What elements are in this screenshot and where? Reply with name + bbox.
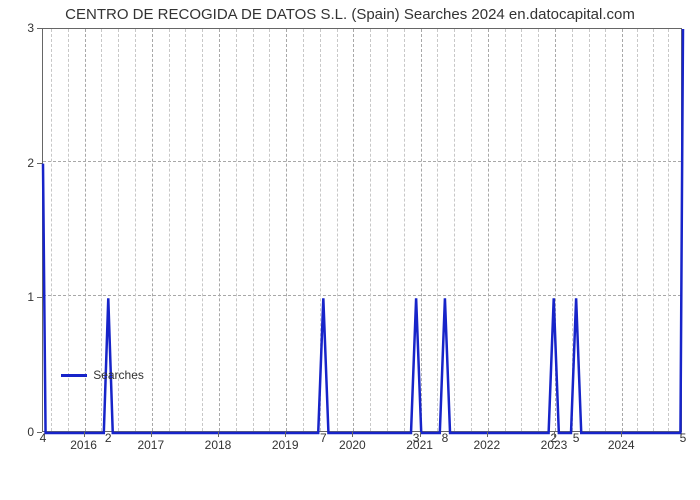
y-axis: 0123	[0, 28, 42, 432]
x-tick-label: 2024	[608, 438, 635, 452]
x-tick-label: 2019	[272, 438, 299, 452]
x-tick-label: 2022	[473, 438, 500, 452]
y-tick-label: 1	[27, 290, 34, 304]
chart-title: CENTRO DE RECOGIDA DE DATOS S.L. (Spain)…	[0, 6, 700, 23]
x-tick-label: 2021	[406, 438, 433, 452]
legend-label: Searches	[93, 368, 144, 382]
y-tick-label: 2	[27, 156, 34, 170]
x-tick-label: 2017	[137, 438, 164, 452]
x-tick-label: 2023	[541, 438, 568, 452]
x-tick-label: 2016	[70, 438, 97, 452]
x-tick-label: 2020	[339, 438, 366, 452]
legend: Searches	[61, 368, 144, 382]
y-tick-label: 0	[27, 425, 34, 439]
chart-container: CENTRO DE RECOGIDA DE DATOS S.L. (Spain)…	[0, 0, 700, 500]
y-tick-label: 3	[27, 21, 34, 35]
x-tick-label: 2018	[205, 438, 232, 452]
legend-swatch	[61, 374, 87, 377]
x-axis: 2016 2017 2018 2019 2020 2021 2022 2023 2024	[42, 432, 682, 456]
